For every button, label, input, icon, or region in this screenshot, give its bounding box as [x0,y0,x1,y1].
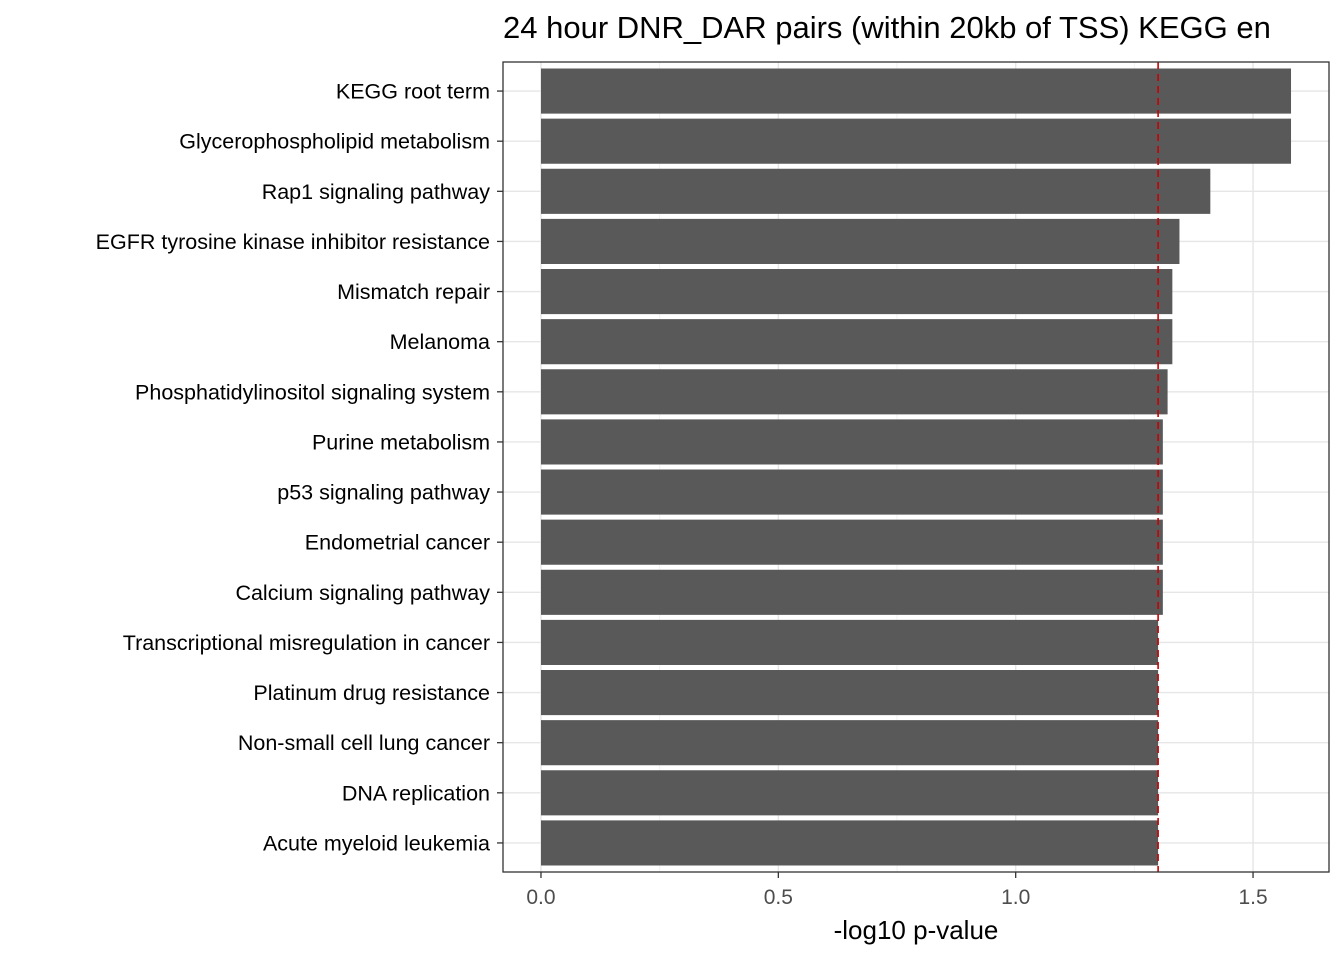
y-tick-label: Endometrial cancer [305,531,490,555]
y-tick-label: Platinum drug resistance [253,681,490,705]
bar [540,319,1173,365]
y-tick-label: p53 signaling pathway [277,481,490,505]
bar [540,168,1211,214]
x-axis: 0.0 0.5 1.0 1.5 [526,872,1268,909]
bar [540,68,1292,114]
bar [540,770,1159,816]
y-tick-label: KEGG root term [336,80,490,104]
y-tick-label: Calcium signaling pathway [235,581,490,605]
x-tick-label: 0.5 [764,886,793,909]
bar [540,820,1159,866]
y-tick-label: Acute myeloid leukemia [263,831,490,855]
x-axis-label: -log10 p-value [834,915,999,945]
y-tick-label: EGFR tyrosine kinase inhibitor resistanc… [96,230,490,254]
bars [540,68,1292,866]
y-tick-label: Transcriptional misregulation in cancer [123,631,490,655]
bar [540,469,1163,515]
y-tick-label: Non-small cell lung cancer [238,731,490,755]
bar [540,369,1168,415]
bar [540,619,1159,665]
chart-title: 24 hour DNR_DAR pairs (within 20kb of TS… [503,10,1271,45]
bar [540,720,1159,766]
y-tick-label: Phosphatidylinositol signaling system [135,380,490,404]
y-tick-label: DNA replication [342,781,490,805]
y-tick-label: Purine metabolism [312,430,490,454]
bar [540,218,1180,264]
x-tick-label: 1.5 [1238,886,1267,909]
bar [540,419,1163,465]
bar [540,519,1163,565]
y-axis: KEGG root term Glycerophospholipid metabo… [96,80,503,855]
x-tick-label: 1.0 [1001,886,1030,909]
bar [540,569,1163,615]
bar [540,670,1159,716]
bar [540,269,1173,315]
y-tick-label: Mismatch repair [337,280,490,304]
y-tick-label: Melanoma [390,330,490,354]
x-tick-label: 0.0 [526,886,555,909]
y-tick-label: Rap1 signaling pathway [262,180,491,204]
y-tick-label: Glycerophospholipid metabolism [179,130,490,154]
plot-border [502,61,1330,873]
bar [540,118,1292,164]
